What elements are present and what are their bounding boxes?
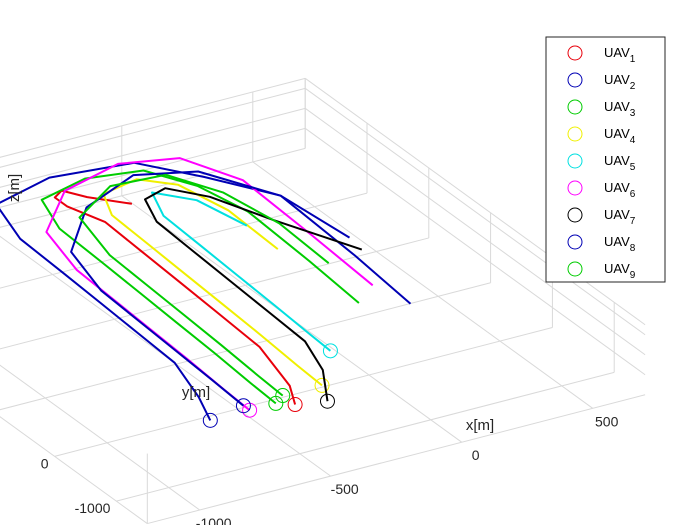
legend-box: [545, 36, 666, 283]
uav-1-trajectory: [53, 189, 297, 405]
floor-gridline: [0, 235, 331, 477]
uav-8-start-marker: [235, 398, 251, 414]
floor-gridline: [54, 327, 553, 457]
back-gridline: [0, 87, 306, 168]
x-tick-label: -500: [331, 481, 359, 497]
axis-box-edge: [304, 77, 646, 326]
x-tick-label: 0: [472, 447, 480, 463]
x-tick-label: 500: [595, 413, 619, 429]
uav-9-start-marker: [275, 388, 291, 404]
floor-gridline: [0, 192, 368, 289]
side-gridline: [304, 127, 646, 376]
uav-4-start-marker: [314, 377, 330, 393]
axis-box-edge: [147, 394, 646, 525]
y-axis-label: y[m]: [182, 384, 210, 401]
floor-gridline: [116, 371, 615, 502]
legend-marker: [567, 99, 583, 115]
uav-7-start-marker: [319, 393, 335, 409]
uav-4-trajectory: [102, 178, 323, 387]
legend-marker: [567, 153, 583, 169]
floor-gridline: [0, 282, 491, 411]
axis-box-edge: [0, 77, 306, 158]
floor-gridline: [0, 364, 200, 511]
uav-6-start-marker: [242, 402, 258, 418]
back-gridline: [0, 107, 306, 188]
y-tick-label: 0: [41, 455, 49, 471]
legend-marker: [567, 180, 583, 196]
x-tick-label: -1000: [196, 515, 232, 525]
uav-2-start-marker: [202, 412, 218, 428]
uav-7-trajectory: [144, 187, 363, 402]
trajectory-series: [0, 157, 412, 428]
side-gridline: [304, 87, 646, 336]
z-axis-label: z[m]: [6, 174, 23, 202]
uav-8-trajectory: [70, 170, 351, 407]
legend-marker: [567, 72, 583, 88]
uav-5-start-marker: [322, 343, 338, 359]
uav-3-start-marker: [268, 395, 284, 411]
uav-5-trajectory: [151, 191, 332, 352]
floor-gridline: [0, 237, 429, 350]
tick-labels: -1000-5000500-10000100020003000400020040…: [41, 413, 619, 525]
x-axis-label: x[m]: [466, 417, 494, 434]
legend-marker: [567, 126, 583, 142]
legend-marker: [567, 234, 583, 250]
y-tick-label: -1000: [75, 500, 111, 516]
legend-marker: [567, 45, 583, 61]
uav-1-start-marker: [287, 397, 303, 413]
legend-marker: [567, 261, 583, 277]
axis-box-edge: [0, 416, 148, 524]
uav-9-trajectory: [78, 173, 330, 397]
floor-gridline: [252, 161, 593, 409]
floor-gridline: [0, 147, 306, 228]
legend-marker: [567, 207, 583, 223]
side-gridline: [304, 107, 646, 356]
